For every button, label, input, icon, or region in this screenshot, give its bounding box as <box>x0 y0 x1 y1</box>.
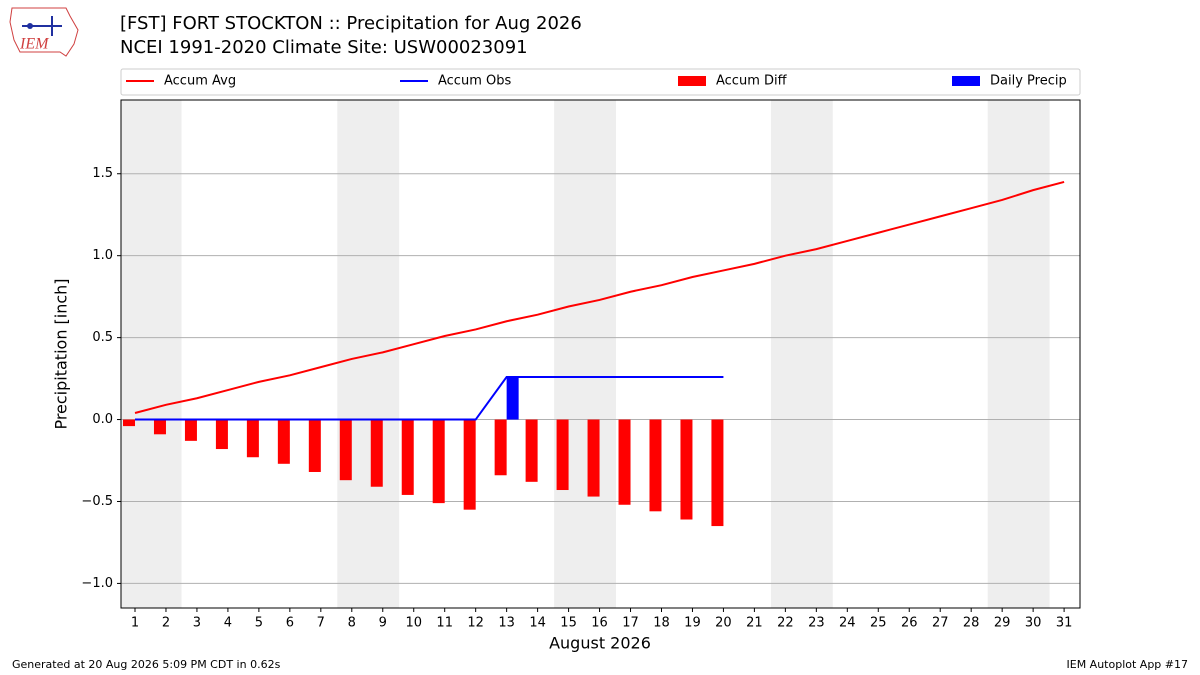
x-tick-label: 15 <box>560 616 577 631</box>
y-tick-label: −1.0 <box>81 576 113 591</box>
x-tick-label: 4 <box>224 616 232 631</box>
x-tick-label: 20 <box>715 616 732 631</box>
x-tick-label: 17 <box>622 616 639 631</box>
bar <box>556 419 569 491</box>
x-tick-label: 31 <box>1056 616 1073 631</box>
bar <box>680 419 693 520</box>
bar <box>463 419 476 510</box>
bar <box>401 419 414 495</box>
bar <box>339 419 352 481</box>
x-tick-label: 22 <box>777 616 794 631</box>
x-tick-label: 10 <box>405 616 422 631</box>
y-tick-label: 0.0 <box>92 412 113 427</box>
y-tick-label: −0.5 <box>81 494 113 509</box>
x-tick-label: 12 <box>467 616 484 631</box>
y-tick-label: 1.5 <box>92 166 113 181</box>
x-axis-label: August 2026 <box>549 634 651 653</box>
legend-label: Accum Avg <box>164 74 236 89</box>
x-tick-label: 25 <box>870 616 887 631</box>
x-tick-label: 21 <box>746 616 763 631</box>
chart-title: [FST] FORT STOCKTON :: Precipitation for… <box>120 13 582 34</box>
legend-label: Accum Obs <box>438 74 511 89</box>
y-tick-label: 1.0 <box>92 248 113 263</box>
x-tick-label: 18 <box>653 616 670 631</box>
bar <box>370 419 383 487</box>
y-axis-label: Precipitation [inch] <box>52 278 71 429</box>
bar <box>246 419 259 458</box>
bar <box>494 419 507 476</box>
x-tick-label: 14 <box>529 616 546 631</box>
legend-swatch <box>952 76 980 86</box>
logo: IEM <box>9 7 79 57</box>
x-tick-label: 13 <box>498 616 515 631</box>
bar <box>432 419 445 504</box>
bar <box>711 419 724 527</box>
legend-box <box>120 68 1081 96</box>
legend-label: Daily Precip <box>990 74 1067 89</box>
plot-frame <box>120 99 1081 609</box>
x-tick-label: 9 <box>379 616 387 631</box>
logo-text: IEM <box>19 36 50 53</box>
legend-label: Accum Diff <box>716 74 788 89</box>
bar <box>215 419 228 450</box>
x-tick-label: 19 <box>684 616 701 631</box>
bar <box>506 376 519 420</box>
x-tick-label: 16 <box>591 616 608 631</box>
x-tick-label: 3 <box>193 616 201 631</box>
x-tick-label: 24 <box>839 616 856 631</box>
footer-left: Generated at 20 Aug 2026 5:09 PM CDT in … <box>12 658 281 671</box>
x-tick-label: 1 <box>131 616 139 631</box>
line <box>134 180 1065 414</box>
x-tick-label: 27 <box>932 616 949 631</box>
bar <box>153 419 166 435</box>
x-tick-label: 11 <box>436 616 453 631</box>
bar <box>184 419 197 441</box>
x-tick-label: 8 <box>348 616 356 631</box>
bar <box>308 419 321 472</box>
x-tick-label: 5 <box>255 616 263 631</box>
x-tick-label: 23 <box>808 616 825 631</box>
bar <box>618 419 631 505</box>
bar <box>277 419 290 464</box>
x-tick-label: 29 <box>994 616 1011 631</box>
x-tick-label: 6 <box>286 616 294 631</box>
line <box>135 375 724 421</box>
x-tick-label: 2 <box>162 616 170 631</box>
x-tick-label: 28 <box>963 616 980 631</box>
x-tick-label: 7 <box>317 616 325 631</box>
chart-subtitle: NCEI 1991-2020 Climate Site: USW00023091 <box>120 37 528 58</box>
y-tick-label: 0.5 <box>92 330 113 345</box>
footer-right: IEM Autoplot App #17 <box>1067 658 1189 671</box>
bar <box>587 419 600 497</box>
bar <box>649 419 662 512</box>
x-tick-label: 30 <box>1025 616 1042 631</box>
weekend-shading <box>121 100 1050 608</box>
bar <box>123 419 135 427</box>
legend-swatch <box>678 76 706 86</box>
bar <box>525 419 538 482</box>
x-tick-label: 26 <box>901 616 918 631</box>
